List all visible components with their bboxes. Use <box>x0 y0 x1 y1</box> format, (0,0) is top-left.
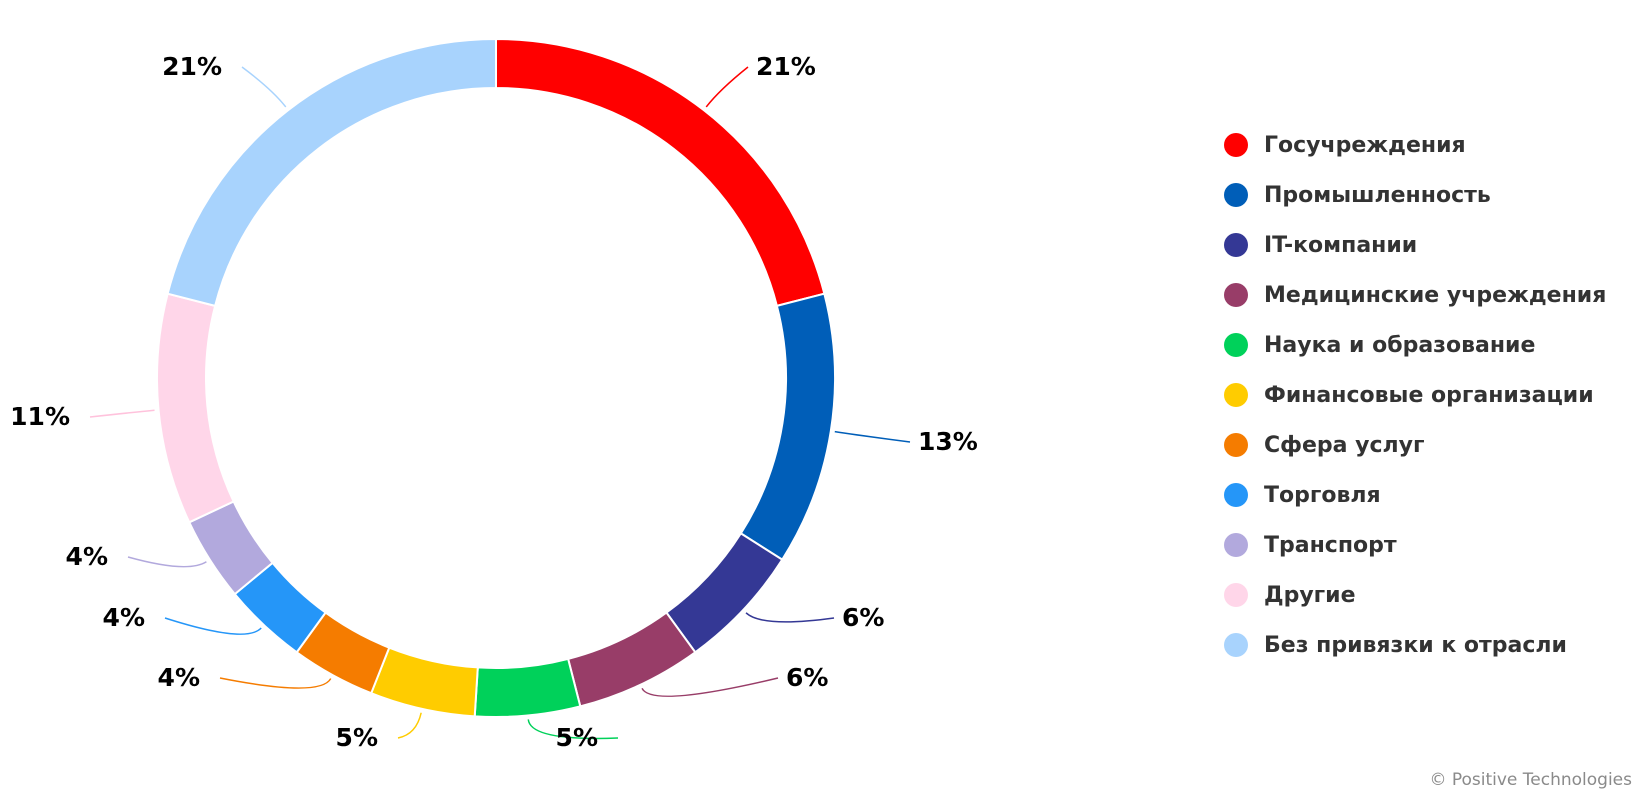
slice-value-label: 5% <box>556 723 598 752</box>
legend-swatch <box>1224 483 1248 507</box>
legend-item: Наука и образование <box>1224 320 1606 370</box>
leader-line <box>705 66 749 108</box>
legend-swatch <box>1224 533 1248 557</box>
legend-swatch <box>1224 433 1248 457</box>
leader-line <box>127 556 207 568</box>
leader-line <box>745 612 835 623</box>
legend-swatch <box>1224 283 1248 307</box>
slice-value-label: 4% <box>103 603 145 632</box>
slice-value-label: 6% <box>842 603 884 632</box>
legend-label: IT-компании <box>1264 232 1418 258</box>
legend-label: Торговля <box>1264 482 1381 508</box>
legend-swatch <box>1224 633 1248 657</box>
legend-label: Транспорт <box>1264 532 1397 558</box>
legend-swatch <box>1224 583 1248 607</box>
legend-item: Промышленность <box>1224 170 1606 220</box>
slice-value-label: 4% <box>158 663 200 692</box>
legend-label: Финансовые организации <box>1264 382 1594 408</box>
slice-value-label: 4% <box>66 542 108 571</box>
leader-line <box>164 617 262 635</box>
donut-chart: 21% 13% 6% 6% 5% 5% 4% 4% 4% 11% 21% <box>10 37 978 752</box>
legend-swatch <box>1224 333 1248 357</box>
slice-value-label: 11% <box>10 402 70 431</box>
legend-item: Без привязки к отрасли <box>1224 620 1606 670</box>
legend-label: Наука и образование <box>1264 332 1536 358</box>
leader-line <box>397 712 422 739</box>
legend-item: IT-компании <box>1224 220 1606 270</box>
legend-label: Госучреждения <box>1264 132 1466 158</box>
slice-value-label: 6% <box>786 663 828 692</box>
legend-item: Сфера услуг <box>1224 420 1606 470</box>
donut-slice <box>166 37 497 308</box>
donut-slice <box>566 611 697 708</box>
legend-label: Промышленность <box>1264 182 1491 208</box>
legend-item: Торговля <box>1224 470 1606 520</box>
leader-line <box>834 430 911 443</box>
slice-value-label: 21% <box>162 52 222 81</box>
leader-line <box>241 66 287 108</box>
legend-label: Без привязки к отрасли <box>1264 632 1567 658</box>
donut-slice <box>739 292 836 562</box>
slice-value-label: 21% <box>756 52 816 81</box>
slice-value-label: 13% <box>918 427 978 456</box>
copyright-credit: © Positive Technologies <box>1429 770 1632 790</box>
legend-item: Финансовые организации <box>1224 370 1606 420</box>
slice-value-label: 5% <box>336 723 378 752</box>
legend-item: Другие <box>1224 570 1606 620</box>
leader-line <box>219 677 332 689</box>
legend-label: Медицинские учреждения <box>1264 282 1607 308</box>
leader-line <box>527 719 619 740</box>
legend-swatch <box>1224 233 1248 257</box>
legend-label: Сфера услуг <box>1264 432 1425 458</box>
legend-swatch <box>1224 383 1248 407</box>
legend-swatch <box>1224 183 1248 207</box>
donut-slice <box>473 657 582 718</box>
legend-item: Медицинские учреждения <box>1224 270 1606 320</box>
donut-slice <box>665 532 784 654</box>
leader-line <box>641 677 779 697</box>
legend-swatch <box>1224 133 1248 157</box>
chart-legend: Госучреждения Промышленность IT-компании Ме… <box>1224 120 1606 670</box>
legend-label: Другие <box>1264 582 1356 608</box>
legend-item: Транспорт <box>1224 520 1606 570</box>
donut-slice <box>156 292 235 524</box>
leader-line <box>89 409 155 418</box>
legend-item: Госучреждения <box>1224 120 1606 170</box>
donut-slice <box>369 646 479 718</box>
